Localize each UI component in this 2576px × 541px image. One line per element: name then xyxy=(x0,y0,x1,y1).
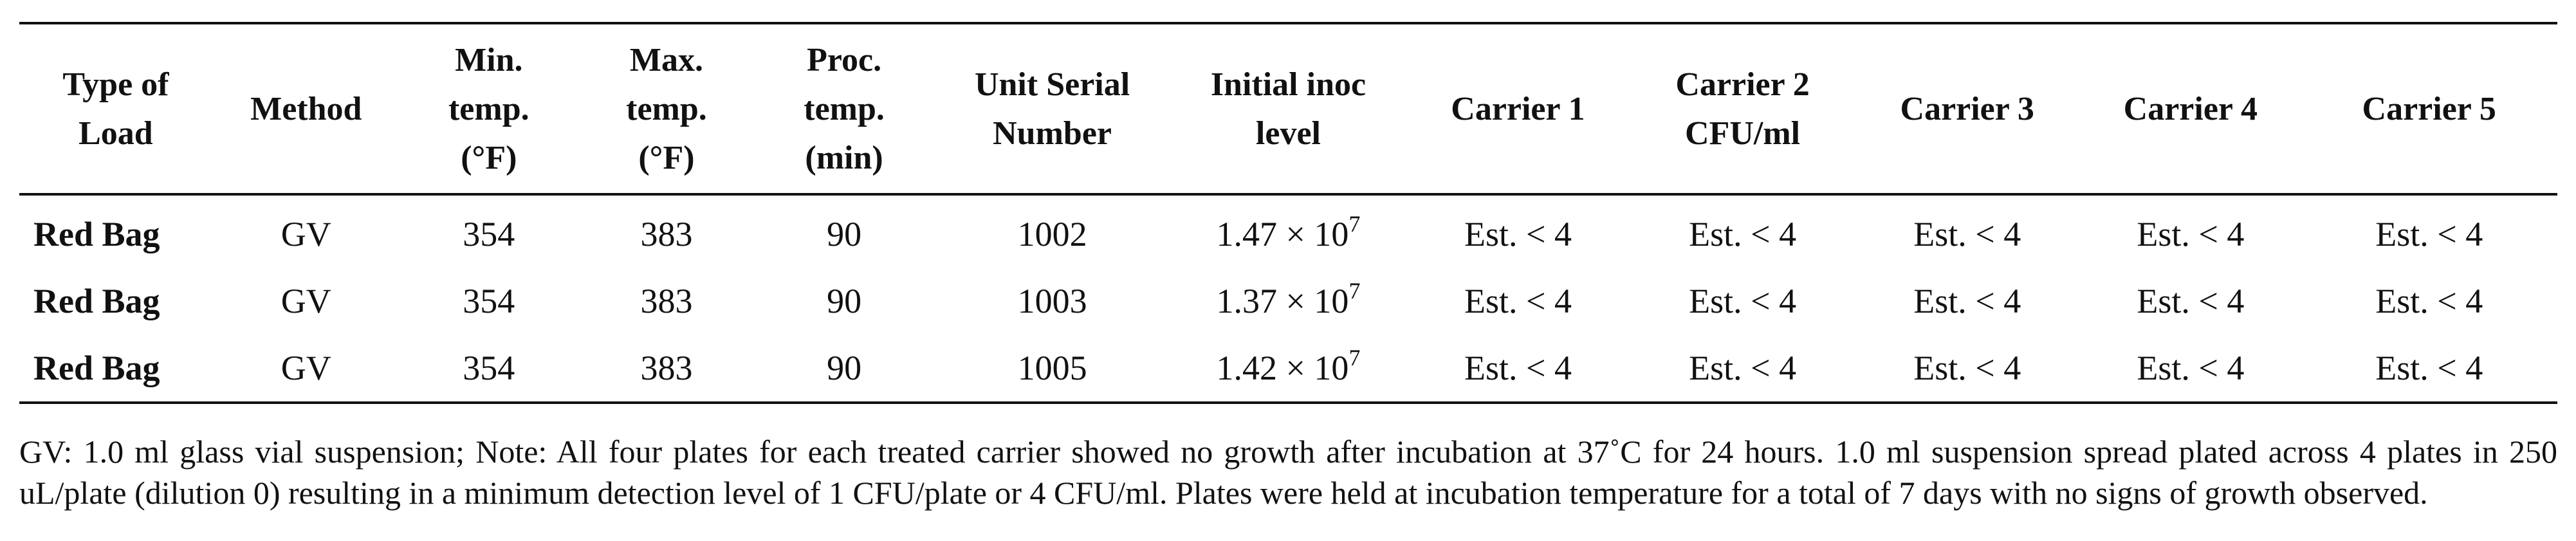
header-text: Carrier 5 xyxy=(2362,91,2496,127)
inoc-exponent: 7 xyxy=(1348,345,1361,371)
header-initial-inoc-level: Initial inoc level xyxy=(1172,23,1405,194)
cell-initial-inoc: 1.37 × 107 xyxy=(1172,268,1405,335)
cell-carrier-2: Est. < 4 xyxy=(1689,215,1797,253)
inoc-mantissa: 1.37 × 10 xyxy=(1216,282,1349,320)
header-row: Type of Load Method Min. temp. (°F) Max.… xyxy=(19,23,2557,194)
header-text: Carrier 1 xyxy=(1451,91,1585,127)
cell-carrier-1: Est. < 4 xyxy=(1464,215,1572,253)
cell-type-of-load: Red Bag xyxy=(33,215,160,253)
cell-carrier-3: Est. < 4 xyxy=(1913,349,2021,387)
cell-carrier-4: Est. < 4 xyxy=(2137,349,2245,387)
cell-carrier-3: Est. < 4 xyxy=(1913,282,2021,320)
inoc-exponent: 7 xyxy=(1348,278,1361,304)
header-text: (°F) xyxy=(638,140,695,176)
inoc-mantissa: 1.42 × 10 xyxy=(1216,349,1349,387)
cell-min-temp: 354 xyxy=(463,349,515,387)
header-text: Type of xyxy=(62,66,169,103)
cell-max-temp: 383 xyxy=(640,215,693,253)
header-text: Min. xyxy=(455,42,523,78)
cell-carrier-4: Est. < 4 xyxy=(2137,282,2245,320)
header-text: (min) xyxy=(805,140,883,176)
cell-type-of-load: Red Bag xyxy=(33,349,160,387)
inoc-mantissa: 1.47 × 10 xyxy=(1216,215,1349,253)
header-text: Max. xyxy=(629,42,703,78)
cell-carrier-5: Est. < 4 xyxy=(2375,282,2483,320)
cell-carrier-3: Est. < 4 xyxy=(1913,215,2021,253)
header-carrier-5: Carrier 5 xyxy=(2301,23,2557,194)
cell-method: GV xyxy=(281,349,331,387)
results-table: Type of Load Method Min. temp. (°F) Max.… xyxy=(19,22,2557,404)
results-table-container: Type of Load Method Min. temp. (°F) Max.… xyxy=(19,22,2557,404)
cell-carrier-5: Est. < 4 xyxy=(2375,349,2483,387)
header-text: Initial inoc xyxy=(1210,66,1366,103)
header-text: Carrier 4 xyxy=(2123,91,2258,127)
header-carrier-2: Carrier 2 CFU/ml xyxy=(1631,23,1854,194)
cell-unit-serial: 1005 xyxy=(1017,349,1087,387)
header-proc-temp: Proc. temp. (min) xyxy=(755,23,933,194)
header-unit-serial-number: Unit Serial Number xyxy=(933,23,1172,194)
cell-initial-inoc: 1.42 × 107 xyxy=(1172,335,1405,403)
cell-max-temp: 383 xyxy=(640,282,693,320)
cell-carrier-2: Est. < 4 xyxy=(1689,349,1797,387)
inoc-exponent: 7 xyxy=(1348,211,1361,237)
header-text: level xyxy=(1255,115,1321,152)
table-row: Red Bag GV 354 383 90 1005 1.42 × 107 Es… xyxy=(19,335,2557,403)
cell-method: GV xyxy=(281,282,331,320)
header-text: Method xyxy=(250,91,362,127)
header-text: Number xyxy=(993,115,1112,152)
header-text: temp. xyxy=(804,91,885,127)
header-text: Unit Serial xyxy=(974,66,1130,103)
header-text: CFU/ml xyxy=(1685,115,1801,152)
header-text: Load xyxy=(78,115,153,152)
cell-proc-temp: 90 xyxy=(827,349,862,387)
cell-min-temp: 354 xyxy=(463,215,515,253)
header-text: Carrier 2 xyxy=(1675,66,1810,103)
cell-carrier-4: Est. < 4 xyxy=(2137,215,2245,253)
cell-max-temp: 383 xyxy=(640,349,693,387)
header-min-temp: Min. temp. (°F) xyxy=(400,23,578,194)
header-text: (°F) xyxy=(461,140,517,176)
cell-method: GV xyxy=(281,215,331,253)
table-row: Red Bag GV 354 383 90 1003 1.37 × 107 Es… xyxy=(19,268,2557,335)
cell-type-of-load: Red Bag xyxy=(33,282,160,320)
table-footnote: GV: 1.0 ml glass vial suspension; Note: … xyxy=(19,434,2557,511)
cell-proc-temp: 90 xyxy=(827,282,862,320)
header-carrier-1: Carrier 1 xyxy=(1405,23,1631,194)
cell-min-temp: 354 xyxy=(463,282,515,320)
table-row: Red Bag GV 354 383 90 1002 1.47 × 107 Es… xyxy=(19,194,2557,268)
cell-unit-serial: 1002 xyxy=(1017,215,1087,253)
header-text: Carrier 3 xyxy=(1900,91,2034,127)
header-text: temp. xyxy=(626,91,707,127)
header-max-temp: Max. temp. (°F) xyxy=(578,23,755,194)
cell-carrier-5: Est. < 4 xyxy=(2375,215,2483,253)
header-carrier-4: Carrier 4 xyxy=(2080,23,2301,194)
cell-initial-inoc: 1.47 × 107 xyxy=(1172,194,1405,268)
header-method: Method xyxy=(212,23,400,194)
header-type-of-load: Type of Load xyxy=(19,23,212,194)
header-text: temp. xyxy=(448,91,529,127)
cell-unit-serial: 1003 xyxy=(1017,282,1087,320)
header-text: Proc. xyxy=(807,42,882,78)
cell-carrier-2: Est. < 4 xyxy=(1689,282,1797,320)
cell-proc-temp: 90 xyxy=(827,215,862,253)
cell-carrier-1: Est. < 4 xyxy=(1464,282,1572,320)
cell-carrier-1: Est. < 4 xyxy=(1464,349,1572,387)
header-carrier-3: Carrier 3 xyxy=(1854,23,2080,194)
